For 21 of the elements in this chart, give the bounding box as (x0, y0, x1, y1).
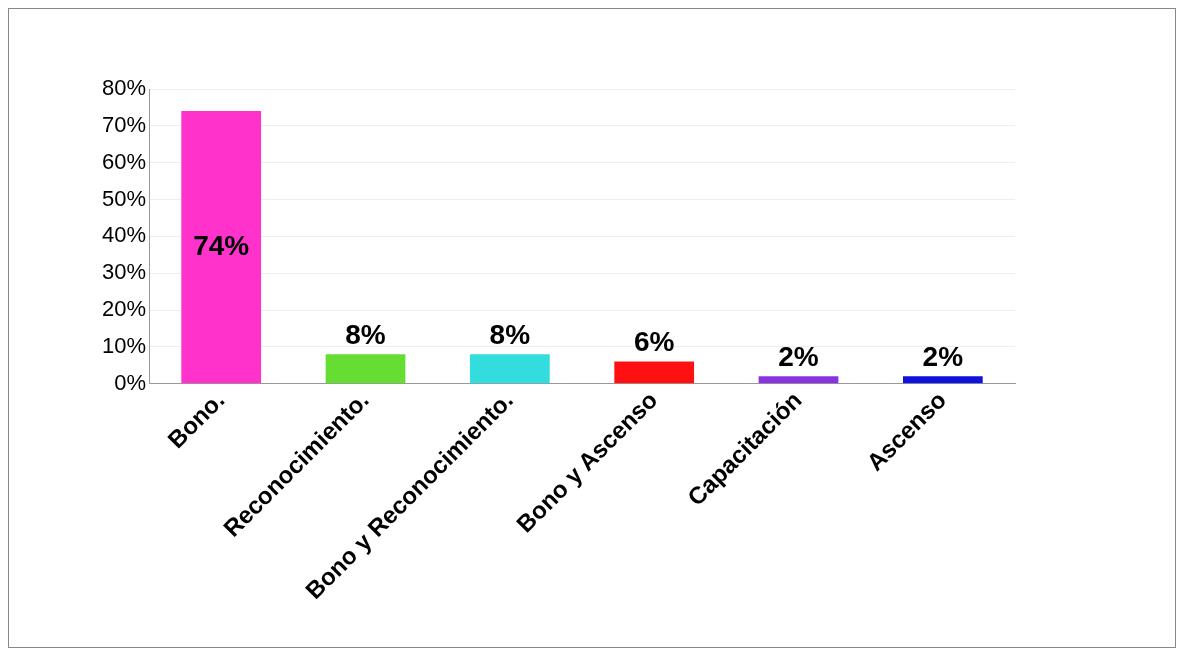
y-tick-label: 20% (101, 296, 147, 322)
y-tick-label: 40% (101, 222, 147, 248)
y-tick-label: 60% (101, 148, 147, 174)
bar (614, 361, 695, 384)
data-label: 2% (778, 341, 819, 373)
y-tick-label: 80% (101, 75, 147, 101)
y-tick-label: 70% (101, 111, 147, 137)
y-tick-label: 10% (101, 332, 147, 358)
bar (902, 376, 983, 384)
y-tick-label: 30% (101, 259, 147, 285)
y-tick-label: 50% (101, 185, 147, 211)
bar (181, 111, 262, 384)
data-label: 8% (345, 318, 386, 350)
bar (758, 376, 839, 384)
data-label: 6% (633, 326, 675, 358)
bar (325, 354, 406, 384)
data-label: 2% (922, 341, 964, 373)
data-label: 74% (193, 229, 250, 261)
bar (469, 354, 550, 384)
y-tick-label: 0% (114, 369, 147, 395)
data-label: 8% (489, 318, 531, 350)
